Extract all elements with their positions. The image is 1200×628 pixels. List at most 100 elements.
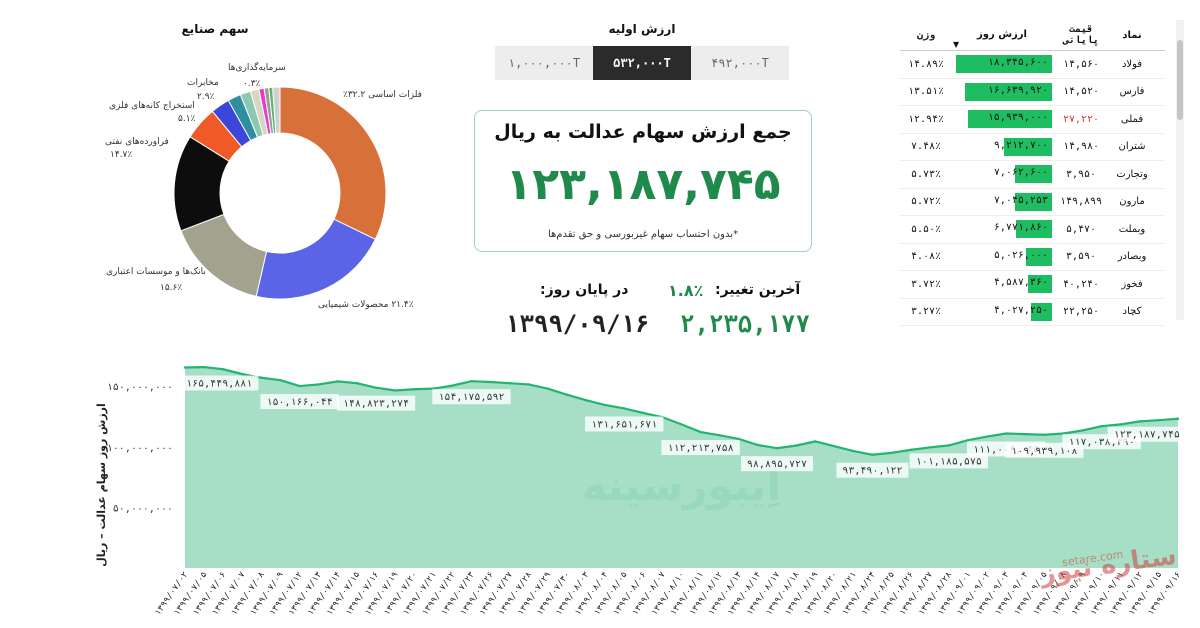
data-point[interactable] bbox=[966, 438, 970, 442]
initial-value-option-1000000[interactable]: ۱,۰۰۰,۰۰۰T bbox=[495, 46, 593, 80]
data-point[interactable] bbox=[393, 389, 397, 392]
donut-slice[interactable] bbox=[272, 86, 281, 134]
cell-weight: ۵.۷۲٪ bbox=[910, 196, 942, 208]
table-row[interactable]: ۳.۲۷٪ ۴,۰۲۷,۲۵۰ ۲۲,۲۵۰ کچاد bbox=[900, 299, 1165, 326]
header-symbol[interactable]: نماد bbox=[1122, 29, 1142, 41]
data-point[interactable] bbox=[412, 388, 416, 391]
data-point[interactable] bbox=[565, 393, 569, 396]
donut-label-telecom-pct: ۲.۹٪ bbox=[197, 92, 215, 102]
data-point[interactable] bbox=[928, 446, 931, 449]
initial-value-option-492000[interactable]: ۴۹۲,۰۰۰T bbox=[691, 46, 789, 80]
data-point[interactable] bbox=[279, 378, 282, 382]
data-point[interactable] bbox=[1138, 420, 1142, 423]
table-row[interactable]: ۷.۴۸٪ ۹,۲۱۲,۷۰۰ ۱۴,۹۸۰ شتران bbox=[900, 134, 1165, 161]
data-point[interactable] bbox=[718, 434, 721, 437]
data-point[interactable] bbox=[1004, 432, 1008, 435]
data-point[interactable] bbox=[1062, 432, 1065, 435]
table-row[interactable]: ۵.۵۰٪ ۶,۷۷۱,۸۶۰ ۵,۴۷۰ وبملت bbox=[900, 216, 1165, 244]
y-tick-label: ۵۰,۰۰۰,۰۰۰ bbox=[113, 503, 173, 514]
value-label: ۱۲۳,۱۸۷,۷۴۵ bbox=[1107, 426, 1186, 442]
data-point[interactable] bbox=[775, 446, 779, 450]
data-point[interactable] bbox=[546, 387, 550, 390]
data-point[interactable] bbox=[451, 384, 454, 387]
data-point[interactable] bbox=[1176, 417, 1180, 420]
date-value: ۱۳۹۹/۰۹/۱۶ bbox=[505, 310, 650, 338]
initial-value-selector[interactable]: ۱,۰۰۰,۰۰۰T ۵۳۲,۰۰۰T ۴۹۲,۰۰۰T bbox=[495, 46, 789, 80]
table-row[interactable]: ۱۳.۵۱٪ ۱۶,۶۳۹,۹۲۰ ۱۴,۵۲۰ فارس bbox=[900, 79, 1165, 106]
data-point[interactable] bbox=[183, 366, 187, 369]
donut-slice[interactable] bbox=[279, 86, 387, 241]
value-bar bbox=[1015, 165, 1052, 184]
data-point[interactable] bbox=[833, 445, 836, 448]
data-point[interactable] bbox=[489, 380, 492, 384]
value-label: ۱۵۴,۱۷۵,۵۹۲ bbox=[432, 389, 511, 405]
data-point[interactable] bbox=[909, 448, 912, 452]
svg-text:۱۵۰,۱۶۶,۰۴۴: ۱۵۰,۱۶۶,۰۴۴ bbox=[266, 397, 332, 408]
cell-symbol: کچاد bbox=[1122, 306, 1142, 318]
header-value[interactable]: ارزش روز bbox=[952, 25, 1052, 45]
data-point[interactable] bbox=[813, 440, 817, 443]
data-point[interactable] bbox=[1100, 424, 1103, 428]
end-of-day-label: در پایان روز: bbox=[540, 282, 629, 298]
data-point[interactable] bbox=[1119, 423, 1122, 426]
svg-text:۱۰۱,۱۸۵,۵۷۵: ۱۰۱,۱۸۵,۵۷۵ bbox=[916, 456, 982, 467]
table-row[interactable]: ۴.۰۸٪ ۵,۰۲۶,۰۰۰ ۳,۵۹۰ وبصادر bbox=[900, 244, 1165, 271]
value-bar bbox=[1015, 192, 1052, 211]
table-row[interactable]: ۵.۷۳٪ ۷,۰۶۲,۶۰۰ ۳,۹۵۰ وتجارت bbox=[900, 161, 1165, 189]
data-point[interactable] bbox=[737, 437, 740, 441]
data-point[interactable] bbox=[985, 435, 989, 438]
data-point[interactable] bbox=[680, 423, 683, 426]
value-label: ۱۶۵,۴۴۹,۸۸۱ bbox=[180, 375, 259, 391]
data-point[interactable] bbox=[241, 372, 244, 376]
data-point[interactable] bbox=[336, 380, 339, 383]
data-point[interactable] bbox=[623, 407, 626, 410]
data-point[interactable] bbox=[603, 403, 607, 407]
cell-symbol: وبصادر bbox=[1117, 251, 1147, 263]
value-bar bbox=[964, 82, 1052, 101]
data-point[interactable] bbox=[1157, 418, 1161, 422]
table-row[interactable]: ۱۲.۹۴٪ ۱۵,۹۳۹,۰۰۰ ۲۷,۲۲۰ فملی bbox=[900, 106, 1165, 134]
data-point[interactable] bbox=[508, 382, 511, 385]
y-tick-label: ۱۵۰,۰۰۰,۰۰۰ bbox=[107, 382, 173, 393]
last-change-percent: ۱.۸٪ bbox=[668, 281, 704, 300]
data-point[interactable] bbox=[260, 376, 263, 379]
data-point[interactable] bbox=[202, 365, 206, 369]
initial-value-option-532000[interactable]: ۵۳۲,۰۰۰T bbox=[593, 46, 691, 80]
cell-weight: ۱۴.۸۹٪ bbox=[907, 58, 945, 70]
data-point[interactable] bbox=[871, 453, 874, 456]
data-point[interactable] bbox=[355, 382, 359, 385]
cell-price: ۴۰,۲۴۰ bbox=[1062, 278, 1100, 290]
data-point[interactable] bbox=[890, 451, 893, 455]
table-row[interactable]: ۳.۷۲٪ ۴,۵۸۷,۳۶۰ ۴۰,۲۴۰ فخوز bbox=[900, 271, 1165, 299]
header-weight[interactable]: وزن bbox=[916, 29, 936, 41]
data-point[interactable] bbox=[852, 449, 855, 453]
sort-down-icon[interactable]: ▼ bbox=[953, 40, 960, 49]
header-price[interactable]: قیمت پایانی bbox=[1062, 24, 1100, 46]
data-point[interactable] bbox=[221, 368, 225, 371]
data-point[interactable] bbox=[374, 386, 378, 389]
cell-symbol: وتجارت bbox=[1116, 168, 1148, 180]
data-point[interactable] bbox=[699, 430, 702, 434]
data-point[interactable] bbox=[584, 398, 588, 402]
value-label: ۱۱۲,۲۱۳,۷۵۸ bbox=[661, 440, 740, 456]
data-point[interactable] bbox=[642, 411, 645, 415]
value-text: ۱۶,۶۳۹,۹۲۰ bbox=[987, 84, 1048, 96]
data-point[interactable] bbox=[298, 384, 301, 388]
table-scroll-thumb[interactable] bbox=[1177, 40, 1183, 120]
table-scrollbar[interactable] bbox=[1176, 20, 1184, 320]
svg-text:۱۲۳,۱۸۷,۷۴۵: ۱۲۳,۱۸۷,۷۴۵ bbox=[1114, 430, 1180, 441]
data-point[interactable] bbox=[470, 379, 473, 383]
table-row[interactable]: ۱۴.۸۹٪ ۱۸,۳۴۵,۶۰۰ ۱۴,۵۶۰ فولاد bbox=[900, 51, 1165, 79]
table-row[interactable]: ۵.۷۲٪ ۷,۰۴۵,۲۵۳ ۱۴۹,۸۹۹ مارون bbox=[900, 189, 1165, 216]
data-point[interactable] bbox=[756, 443, 760, 447]
data-point[interactable] bbox=[1081, 429, 1084, 432]
donut-slice[interactable] bbox=[180, 213, 268, 297]
data-point[interactable] bbox=[317, 383, 320, 386]
donut-slice[interactable] bbox=[255, 218, 377, 300]
value-label: ۹۳,۴۹۰,۱۲۲ bbox=[836, 462, 909, 478]
data-point[interactable] bbox=[1024, 432, 1027, 436]
data-point[interactable] bbox=[1043, 433, 1046, 436]
data-point[interactable] bbox=[794, 444, 798, 447]
data-point[interactable] bbox=[947, 444, 951, 447]
data-point[interactable] bbox=[527, 383, 530, 386]
